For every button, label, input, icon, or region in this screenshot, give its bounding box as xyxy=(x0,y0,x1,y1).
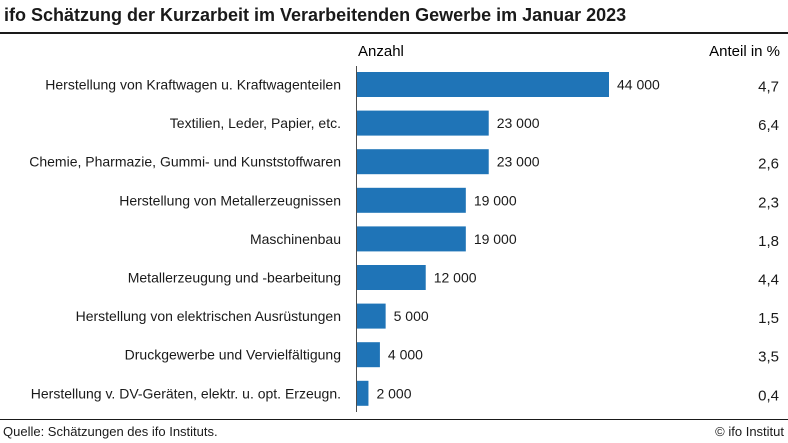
category-label: Herstellung von Metallerzeugnissen xyxy=(119,192,341,208)
bar-value-label: 4 000 xyxy=(388,347,423,363)
bar xyxy=(357,265,426,290)
bar xyxy=(357,110,489,136)
share-value: 2,6 xyxy=(758,156,779,173)
chart-title: ifo Schätzung der Kurzarbeit im Verarbei… xyxy=(4,5,627,25)
bars-group: Herstellung von Kraftwagen u. Kraftwagen… xyxy=(29,72,779,406)
footer-divider xyxy=(0,419,788,420)
category-label: Metallerzeugung und -bearbeitung xyxy=(128,270,341,286)
bar-value-label: 2 000 xyxy=(376,385,411,401)
bar xyxy=(357,303,386,329)
copyright-note: © ifo Institut xyxy=(715,424,784,439)
bar xyxy=(357,342,380,368)
share-value: 1,5 xyxy=(758,310,779,327)
category-label: Herstellung v. DV-Geräten, elektr. u. op… xyxy=(31,385,341,401)
category-label: Herstellung von elektrischen Ausrüstunge… xyxy=(76,308,341,324)
bar-value-label: 23 000 xyxy=(497,154,540,170)
bar-value-label: 19 000 xyxy=(474,231,517,247)
bar-value-label: 5 000 xyxy=(394,308,429,324)
bar xyxy=(357,380,369,406)
bar-value-label: 44 000 xyxy=(617,77,660,93)
category-label: Druckgewerbe und Vervielfältigung xyxy=(125,347,341,363)
share-value: 4,4 xyxy=(758,272,779,289)
share-value: 4,7 xyxy=(758,79,779,96)
category-label: Herstellung von Kraftwagen u. Kraftwagen… xyxy=(45,77,341,93)
bar-value-label: 19 000 xyxy=(474,192,517,208)
title-divider xyxy=(0,32,788,34)
share-value: 0,4 xyxy=(758,387,779,404)
share-value: 2,3 xyxy=(758,194,779,211)
bar xyxy=(357,72,609,97)
value-column-header: Anzahl xyxy=(358,43,404,60)
bar-value-label: 23 000 xyxy=(497,115,540,131)
category-label: Textilien, Leder, Papier, etc. xyxy=(170,115,341,131)
category-label: Chemie, Pharmazie, Gummi- und Kunststoff… xyxy=(29,154,341,170)
share-value: 6,4 xyxy=(758,117,779,134)
source-note: Quelle: Schätzungen des ifo Instituts. xyxy=(3,424,218,439)
share-value: 3,5 xyxy=(758,349,779,366)
share-value: 1,8 xyxy=(758,233,779,250)
bar xyxy=(357,226,466,252)
bar xyxy=(357,149,489,175)
category-label: Maschinenbau xyxy=(250,231,341,247)
bar xyxy=(357,187,466,213)
share-column-header: Anteil in % xyxy=(709,43,780,60)
bar-value-label: 12 000 xyxy=(434,270,477,286)
